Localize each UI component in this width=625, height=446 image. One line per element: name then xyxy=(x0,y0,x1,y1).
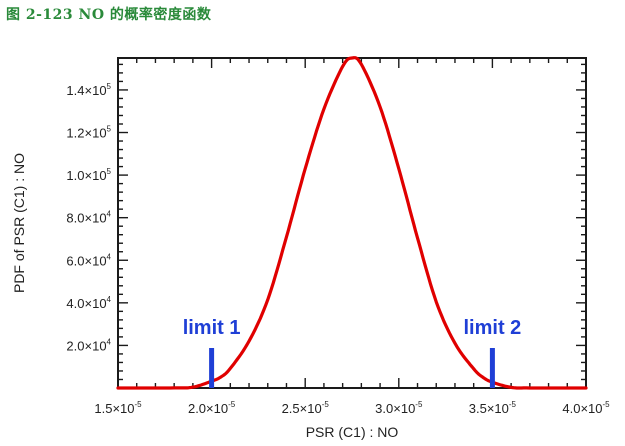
figure-caption: 图 2-123 NO 的概率密度函数 xyxy=(6,7,212,23)
x-tick-labels: 1.5×10-5 2.0×10-5 2.5×10-5 3.0×10-5 3.5×10-5… xyxy=(94,400,610,416)
y-tick-labels: 2.0×104 4.0×104 6.0×104 8.0×104 1.0×105 1.2×1… xyxy=(66,82,111,353)
y-tick-label: 4.0×104 xyxy=(66,295,111,311)
x-tick-label: 3.0×10-5 xyxy=(375,400,423,416)
pdf-curve xyxy=(116,56,588,390)
y-tick-label: 1.2×105 xyxy=(66,125,111,141)
y-tick-label: 1.0×105 xyxy=(66,167,111,183)
limit-2-label: limit 2 xyxy=(464,317,522,339)
y-tick-label: 6.0×104 xyxy=(66,252,111,268)
x-tick-label: 2.5×10-5 xyxy=(282,400,330,416)
y-tick-label: 8.0×104 xyxy=(66,210,111,226)
limit-markers: limit 1 limit 2 xyxy=(181,315,523,388)
y-axis-label: PDF of PSR (C1) : NO xyxy=(11,153,27,293)
x-axis-label: PSR (C1) : NO xyxy=(306,424,399,440)
limit-1-label: limit 1 xyxy=(183,317,241,339)
y-tick-label: 2.0×104 xyxy=(66,337,111,353)
x-tick-label: 3.5×10-5 xyxy=(469,400,517,416)
x-tick-label: 2.0×10-5 xyxy=(188,400,236,416)
x-tick-label: 1.5×10-5 xyxy=(94,400,142,416)
x-tick-label: 4.0×10-5 xyxy=(562,400,610,416)
y-tick-label: 1.4×105 xyxy=(66,82,111,98)
